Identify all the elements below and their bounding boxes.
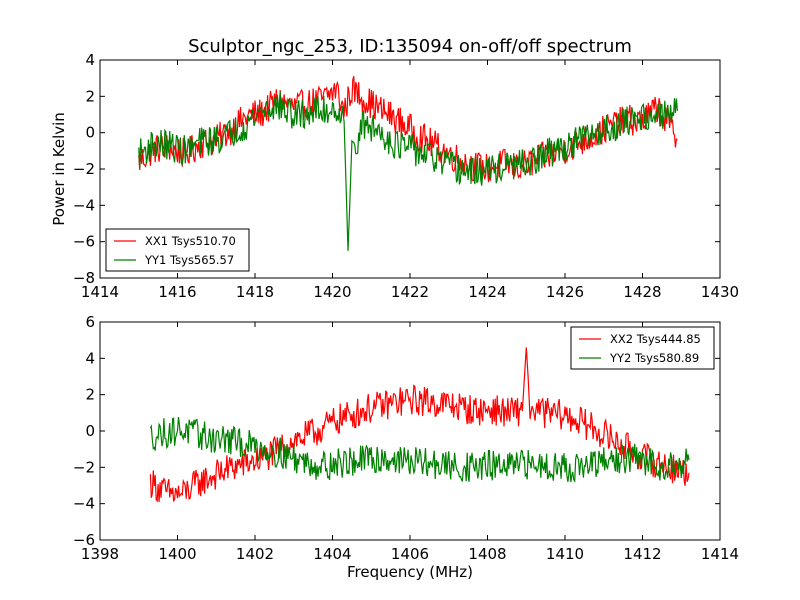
x-tick-label: 1422 bbox=[391, 283, 429, 301]
legend-entry: YY1 Tsys565.57 bbox=[144, 253, 234, 267]
x-tick-label: 1414 bbox=[81, 283, 119, 301]
x-tick-label: 1400 bbox=[158, 545, 196, 563]
bottom-spectrum-panel: 1398 1400 1402 1404 1406 1408 1410 1412 1414 −6 −4… bbox=[73, 313, 739, 563]
y-tick-label: 4 bbox=[85, 349, 95, 367]
legend: XX1 Tsys510.70 YY1 Tsys565.57 bbox=[105, 228, 250, 272]
x-tick-label: 1398 bbox=[81, 545, 119, 563]
x-tick-label: 1406 bbox=[391, 545, 429, 563]
figure-title: Sculptor_ngc_253, ID:135094 on-off/off s… bbox=[188, 36, 632, 57]
x-tick-label: 1430 bbox=[701, 283, 739, 301]
series-line-xx-2 bbox=[149, 347, 690, 503]
legend-box bbox=[570, 326, 715, 370]
y-tick-label: 0 bbox=[85, 124, 95, 142]
x-tick-label: 1424 bbox=[468, 283, 506, 301]
x-tick-label: 1418 bbox=[236, 283, 274, 301]
x-tick-label: 1412 bbox=[623, 545, 661, 563]
x-tick-label: 1410 bbox=[546, 545, 584, 563]
legend: XX2 Tsys444.85 YY2 Tsys580.89 bbox=[570, 326, 715, 370]
legend-entry: XX2 Tsys444.85 bbox=[610, 332, 701, 346]
x-tick-label: 1414 bbox=[701, 545, 739, 563]
y-axis-label: Power in Kelvin bbox=[50, 112, 68, 226]
series-line-xx-1 bbox=[138, 76, 678, 183]
series-line-yy-2 bbox=[149, 417, 690, 483]
y-tick-label: −6 bbox=[73, 531, 95, 549]
y-tick-label: −2 bbox=[73, 458, 95, 476]
x-tick-label: 1416 bbox=[158, 283, 196, 301]
series-line-yy-1 bbox=[138, 91, 678, 251]
y-tick-label: 0 bbox=[85, 422, 95, 440]
legend-entry: XX1 Tsys510.70 bbox=[145, 234, 236, 248]
y-tick-label: 4 bbox=[85, 51, 95, 69]
y-tick-label: −4 bbox=[73, 495, 95, 513]
top-spectrum-panel: 1414 1416 1418 1420 1422 1424 1426 1428 1430 −8 −6… bbox=[73, 51, 739, 301]
y-tick-label: 2 bbox=[85, 386, 95, 404]
x-tick-label: 1402 bbox=[236, 545, 274, 563]
x-tick-label: 1408 bbox=[468, 545, 506, 563]
y-tick-label: −4 bbox=[73, 196, 95, 214]
y-tick-label: −2 bbox=[73, 160, 95, 178]
x-tick-label: 1428 bbox=[623, 283, 661, 301]
y-tick-label: 6 bbox=[85, 313, 95, 331]
y-tick-label: 2 bbox=[85, 87, 95, 105]
x-tick-label: 1426 bbox=[546, 283, 584, 301]
y-tick-label: −8 bbox=[73, 269, 95, 287]
x-axis-label: Frequency (MHz) bbox=[347, 563, 473, 581]
x-tick-label: 1420 bbox=[313, 283, 351, 301]
y-tick-label: −6 bbox=[73, 233, 95, 251]
legend-entry: YY2 Tsys580.89 bbox=[609, 351, 699, 365]
x-tick-label: 1404 bbox=[313, 545, 351, 563]
legend-box bbox=[105, 228, 250, 272]
